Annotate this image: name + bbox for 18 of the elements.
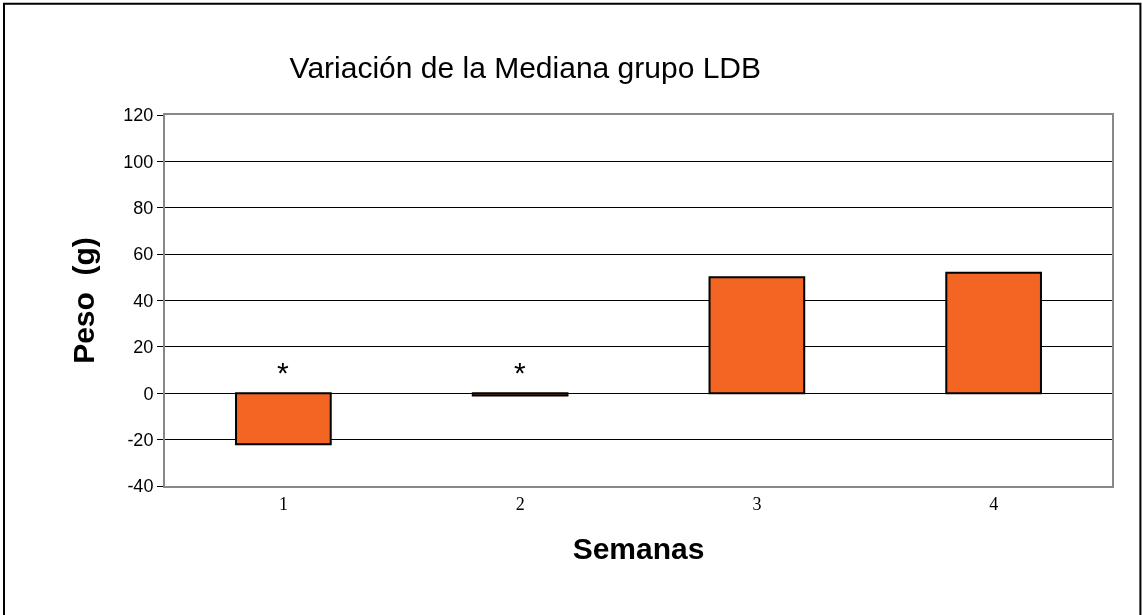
y-axis-title: Peso (g) xyxy=(66,237,100,364)
x-tick-label: 2 xyxy=(515,493,525,514)
y-tick-label: 0 xyxy=(143,383,154,404)
x-tick-label: 4 xyxy=(989,493,999,514)
y-tick-label: -20 xyxy=(127,429,154,450)
annotation: * xyxy=(277,356,289,389)
y-tick-label: 20 xyxy=(133,337,154,358)
annotation: * xyxy=(514,356,526,389)
chart-title: Variación de la Mediana grupo LDB xyxy=(289,51,762,85)
y-tick-label: 120 xyxy=(123,105,154,126)
y-tick-label: 80 xyxy=(133,198,154,219)
x-axis-title: Semanas xyxy=(572,531,705,565)
y-tick-label: 60 xyxy=(133,244,154,265)
y-tick-label: -40 xyxy=(127,476,154,497)
x-tick-label: 3 xyxy=(752,493,762,514)
x-tick-label: 1 xyxy=(278,493,288,514)
y-tick-label: 100 xyxy=(123,151,154,172)
y-tick-label: 40 xyxy=(133,290,154,311)
